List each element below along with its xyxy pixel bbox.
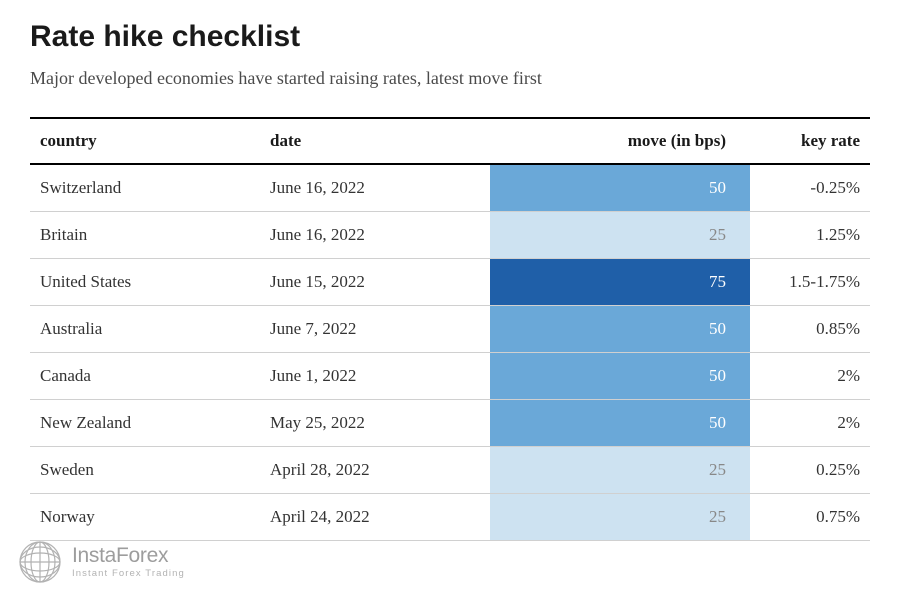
th-rate: key rate [750, 118, 870, 164]
table-body: SwitzerlandJune 16, 202250-0.25%BritainJ… [30, 164, 870, 540]
page-title: Rate hike checklist [30, 20, 870, 54]
cell-date: June 1, 2022 [260, 352, 490, 399]
cell-date: April 28, 2022 [260, 446, 490, 493]
table-row: SwedenApril 28, 2022250.25% [30, 446, 870, 493]
page-container: Rate hike checklist Major developed econ… [0, 0, 900, 541]
cell-date: June 16, 2022 [260, 211, 490, 258]
cell-country: Canada [30, 352, 260, 399]
table-row: NorwayApril 24, 2022250.75% [30, 493, 870, 540]
cell-rate: 2% [750, 352, 870, 399]
cell-country: Britain [30, 211, 260, 258]
watermark-brand: InstaForex [72, 545, 185, 567]
page-subtitle: Major developed economies have started r… [30, 68, 870, 89]
table-header-row: country date move (in bps) key rate [30, 118, 870, 164]
cell-date: June 7, 2022 [260, 305, 490, 352]
cell-country: New Zealand [30, 399, 260, 446]
cell-rate: 1.25% [750, 211, 870, 258]
cell-move: 25 [490, 493, 750, 540]
watermark-text: InstaForex Instant Forex Trading [72, 545, 185, 578]
table-row: AustraliaJune 7, 2022500.85% [30, 305, 870, 352]
rate-hike-table: country date move (in bps) key rate Swit… [30, 117, 870, 541]
cell-move: 75 [490, 258, 750, 305]
table-row: United StatesJune 15, 2022751.5-1.75% [30, 258, 870, 305]
cell-rate: 0.85% [750, 305, 870, 352]
cell-date: April 24, 2022 [260, 493, 490, 540]
cell-country: Norway [30, 493, 260, 540]
cell-rate: 0.75% [750, 493, 870, 540]
cell-date: June 15, 2022 [260, 258, 490, 305]
cell-move: 50 [490, 305, 750, 352]
cell-move: 25 [490, 211, 750, 258]
cell-country: Sweden [30, 446, 260, 493]
th-move: move (in bps) [490, 118, 750, 164]
th-country: country [30, 118, 260, 164]
cell-date: June 16, 2022 [260, 164, 490, 211]
cell-country: United States [30, 258, 260, 305]
watermark: InstaForex Instant Forex Trading [18, 540, 185, 584]
table-row: New ZealandMay 25, 2022502% [30, 399, 870, 446]
cell-rate: 2% [750, 399, 870, 446]
cell-rate: -0.25% [750, 164, 870, 211]
cell-move: 25 [490, 446, 750, 493]
cell-rate: 1.5-1.75% [750, 258, 870, 305]
cell-country: Switzerland [30, 164, 260, 211]
cell-move: 50 [490, 164, 750, 211]
cell-move: 50 [490, 352, 750, 399]
table-row: CanadaJune 1, 2022502% [30, 352, 870, 399]
cell-country: Australia [30, 305, 260, 352]
cell-date: May 25, 2022 [260, 399, 490, 446]
table-row: BritainJune 16, 2022251.25% [30, 211, 870, 258]
cell-rate: 0.25% [750, 446, 870, 493]
table-row: SwitzerlandJune 16, 202250-0.25% [30, 164, 870, 211]
cell-move: 50 [490, 399, 750, 446]
th-date: date [260, 118, 490, 164]
watermark-tagline: Instant Forex Trading [72, 569, 185, 579]
globe-grid-icon [18, 540, 62, 584]
